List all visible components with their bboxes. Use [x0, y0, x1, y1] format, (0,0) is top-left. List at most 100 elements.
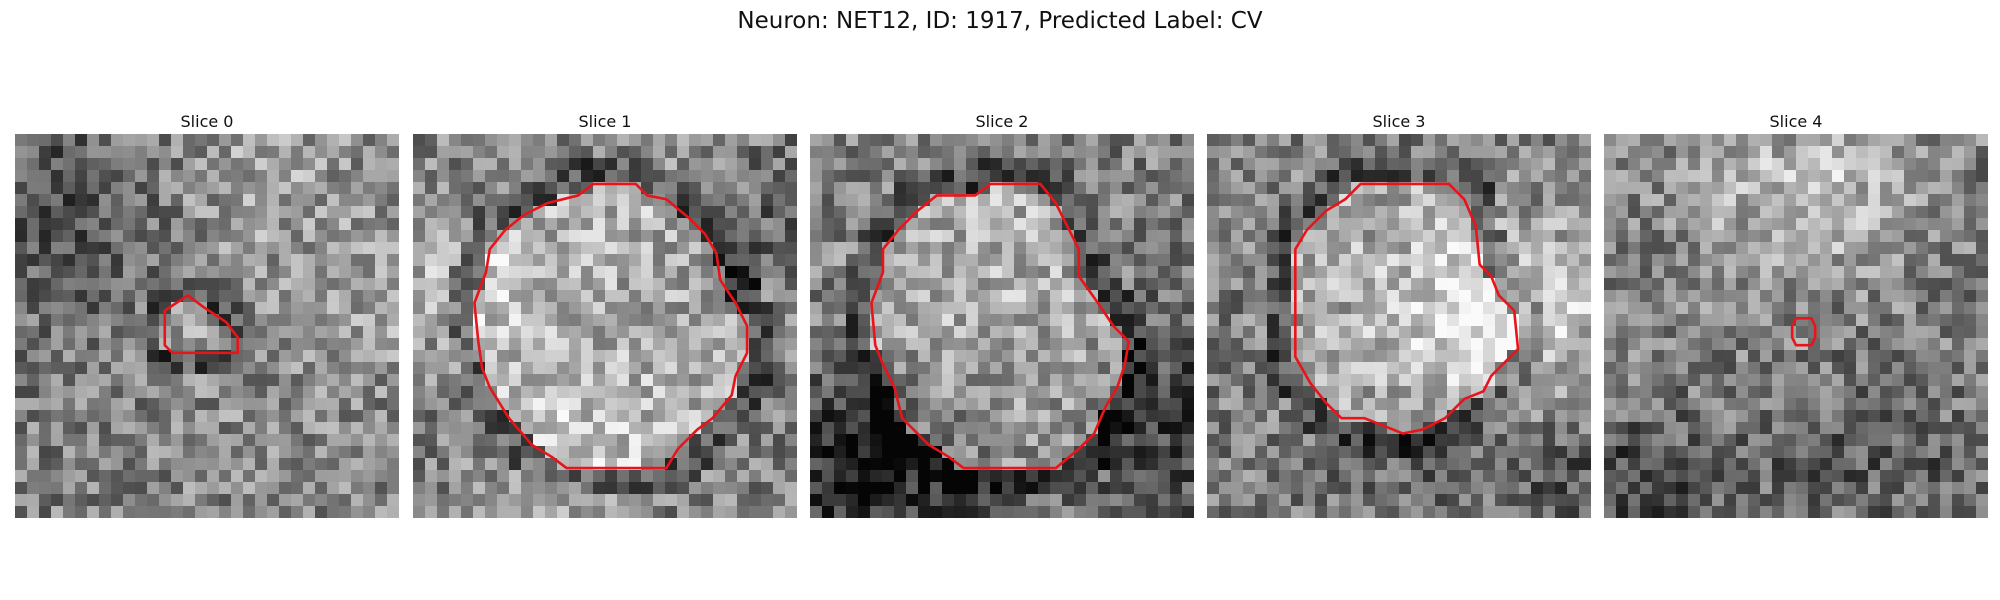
image-pixel [1964, 218, 1977, 231]
image-pixel [761, 194, 774, 207]
image-pixel [557, 134, 570, 147]
image-pixel [701, 338, 714, 351]
image-pixel [1207, 254, 1220, 267]
image-pixel [327, 158, 340, 171]
image-pixel [339, 218, 352, 231]
image-pixel [1207, 194, 1220, 207]
image-pixel [1928, 278, 1941, 291]
image-pixel [1363, 242, 1376, 255]
image-pixel [1471, 254, 1484, 267]
image-pixel [677, 446, 690, 459]
image-pixel [1423, 158, 1436, 171]
image-pixel [569, 410, 582, 423]
image-pixel [363, 446, 376, 459]
image-pixel [834, 266, 847, 279]
image-pixel [773, 266, 786, 279]
image-pixel [1700, 158, 1713, 171]
image-pixel [1856, 326, 1869, 339]
image-pixel [1339, 422, 1352, 435]
image-pixel [689, 434, 702, 447]
image-pixel [1760, 326, 1773, 339]
image-pixel [1664, 290, 1677, 303]
image-pixel [1026, 158, 1039, 171]
image-pixel [485, 506, 498, 518]
image-pixel [1279, 362, 1292, 375]
image-pixel [1351, 278, 1364, 291]
image-pixel [99, 266, 112, 279]
image-pixel [1604, 278, 1617, 291]
image-pixel [1796, 146, 1809, 159]
image-pixel [846, 470, 859, 483]
image-pixel [1808, 218, 1821, 231]
image-pixel [1086, 470, 1099, 483]
image-pixel [413, 434, 426, 447]
image-pixel [1892, 206, 1905, 219]
image-pixel [1507, 374, 1520, 387]
image-pixel [1098, 350, 1111, 363]
image-pixel [834, 254, 847, 267]
image-pixel [1928, 218, 1941, 231]
image-pixel [1748, 434, 1761, 447]
image-pixel [1339, 326, 1352, 339]
image-pixel [1567, 218, 1580, 231]
image-pixel [63, 422, 76, 435]
image-pixel [725, 242, 738, 255]
image-pixel [1134, 230, 1147, 243]
image-pixel [569, 302, 582, 315]
image-pixel [653, 422, 666, 435]
image-pixel [291, 290, 304, 303]
image-pixel [51, 302, 64, 315]
image-pixel [1170, 422, 1183, 435]
image-pixel [1207, 434, 1220, 447]
image-pixel [15, 470, 28, 483]
image-pixel [822, 218, 835, 231]
image-pixel [641, 218, 654, 231]
image-pixel [581, 290, 594, 303]
image-pixel [641, 278, 654, 291]
image-pixel [123, 482, 136, 495]
image-pixel [413, 230, 426, 243]
image-pixel [1784, 410, 1797, 423]
image-pixel [279, 398, 292, 411]
image-pixel [413, 410, 426, 423]
image-pixel [1531, 146, 1544, 159]
image-pixel [1327, 494, 1340, 507]
image-pixel [1255, 422, 1268, 435]
image-pixel [1531, 350, 1544, 363]
image-pixel [1447, 290, 1460, 303]
image-pixel [1399, 302, 1412, 315]
image-pixel [171, 206, 184, 219]
image-pixel [1327, 446, 1340, 459]
image-pixel [1315, 434, 1328, 447]
image-pixel [27, 362, 40, 375]
image-pixel [1628, 446, 1641, 459]
image-pixel [1736, 362, 1749, 375]
image-pixel [1002, 434, 1015, 447]
image-pixel [111, 158, 124, 171]
image-pixel [942, 266, 955, 279]
image-pixel [1026, 170, 1039, 183]
image-pixel [219, 422, 232, 435]
image-pixel [51, 470, 64, 483]
image-pixel [966, 182, 979, 195]
image-pixel [363, 350, 376, 363]
image-pixel [363, 422, 376, 435]
image-pixel [111, 170, 124, 183]
image-pixel [1543, 398, 1556, 411]
image-pixel [641, 446, 654, 459]
image-pixel [1555, 374, 1568, 387]
image-pixel [1134, 218, 1147, 231]
image-pixel [882, 146, 895, 159]
image-pixel [713, 482, 726, 495]
image-pixel [593, 398, 606, 411]
image-pixel [1146, 158, 1159, 171]
image-pixel [605, 374, 618, 387]
image-pixel [1279, 230, 1292, 243]
image-pixel [425, 350, 438, 363]
image-pixel [906, 314, 919, 327]
image-pixel [413, 134, 426, 147]
image-pixel [363, 470, 376, 483]
image-pixel [1435, 194, 1448, 207]
image-pixel [1952, 434, 1965, 447]
image-pixel [1255, 278, 1268, 291]
